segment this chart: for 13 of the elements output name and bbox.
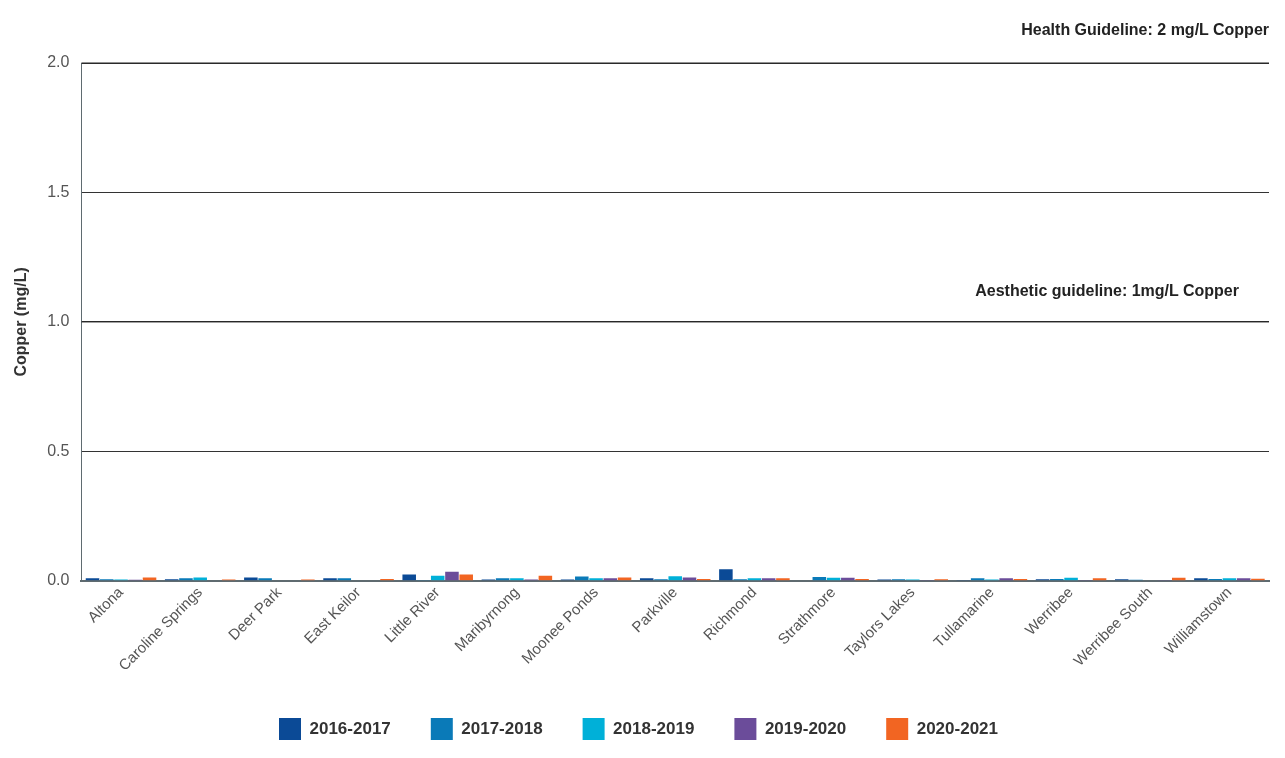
ref-line-label: Health Guideline: 2 mg/L Copper: [1021, 21, 1269, 39]
legend-label: 2020-2021: [916, 718, 999, 738]
legend-label: 2017-2018: [461, 718, 543, 738]
legend-label: 2019-2020: [764, 718, 847, 738]
y-axis-title: Copper (mg/L): [12, 267, 30, 377]
y-tick-label: 1.0: [47, 312, 70, 330]
legend-label: 2016-2017: [309, 718, 391, 738]
legend-label: 2018-2019: [613, 718, 695, 738]
y-tick-label: 0.0: [47, 571, 70, 589]
y-tick-label: 0.5: [47, 441, 70, 459]
y-tick-label: 1.5: [47, 182, 70, 200]
ref-line-label: Aesthetic guideline: 1mg/L Copper: [975, 282, 1239, 300]
y-tick-label: 2.0: [47, 53, 70, 71]
